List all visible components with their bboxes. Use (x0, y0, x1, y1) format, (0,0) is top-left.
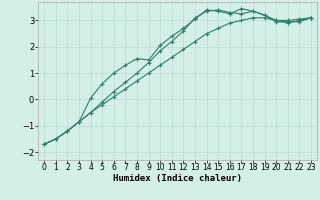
X-axis label: Humidex (Indice chaleur): Humidex (Indice chaleur) (113, 174, 242, 183)
